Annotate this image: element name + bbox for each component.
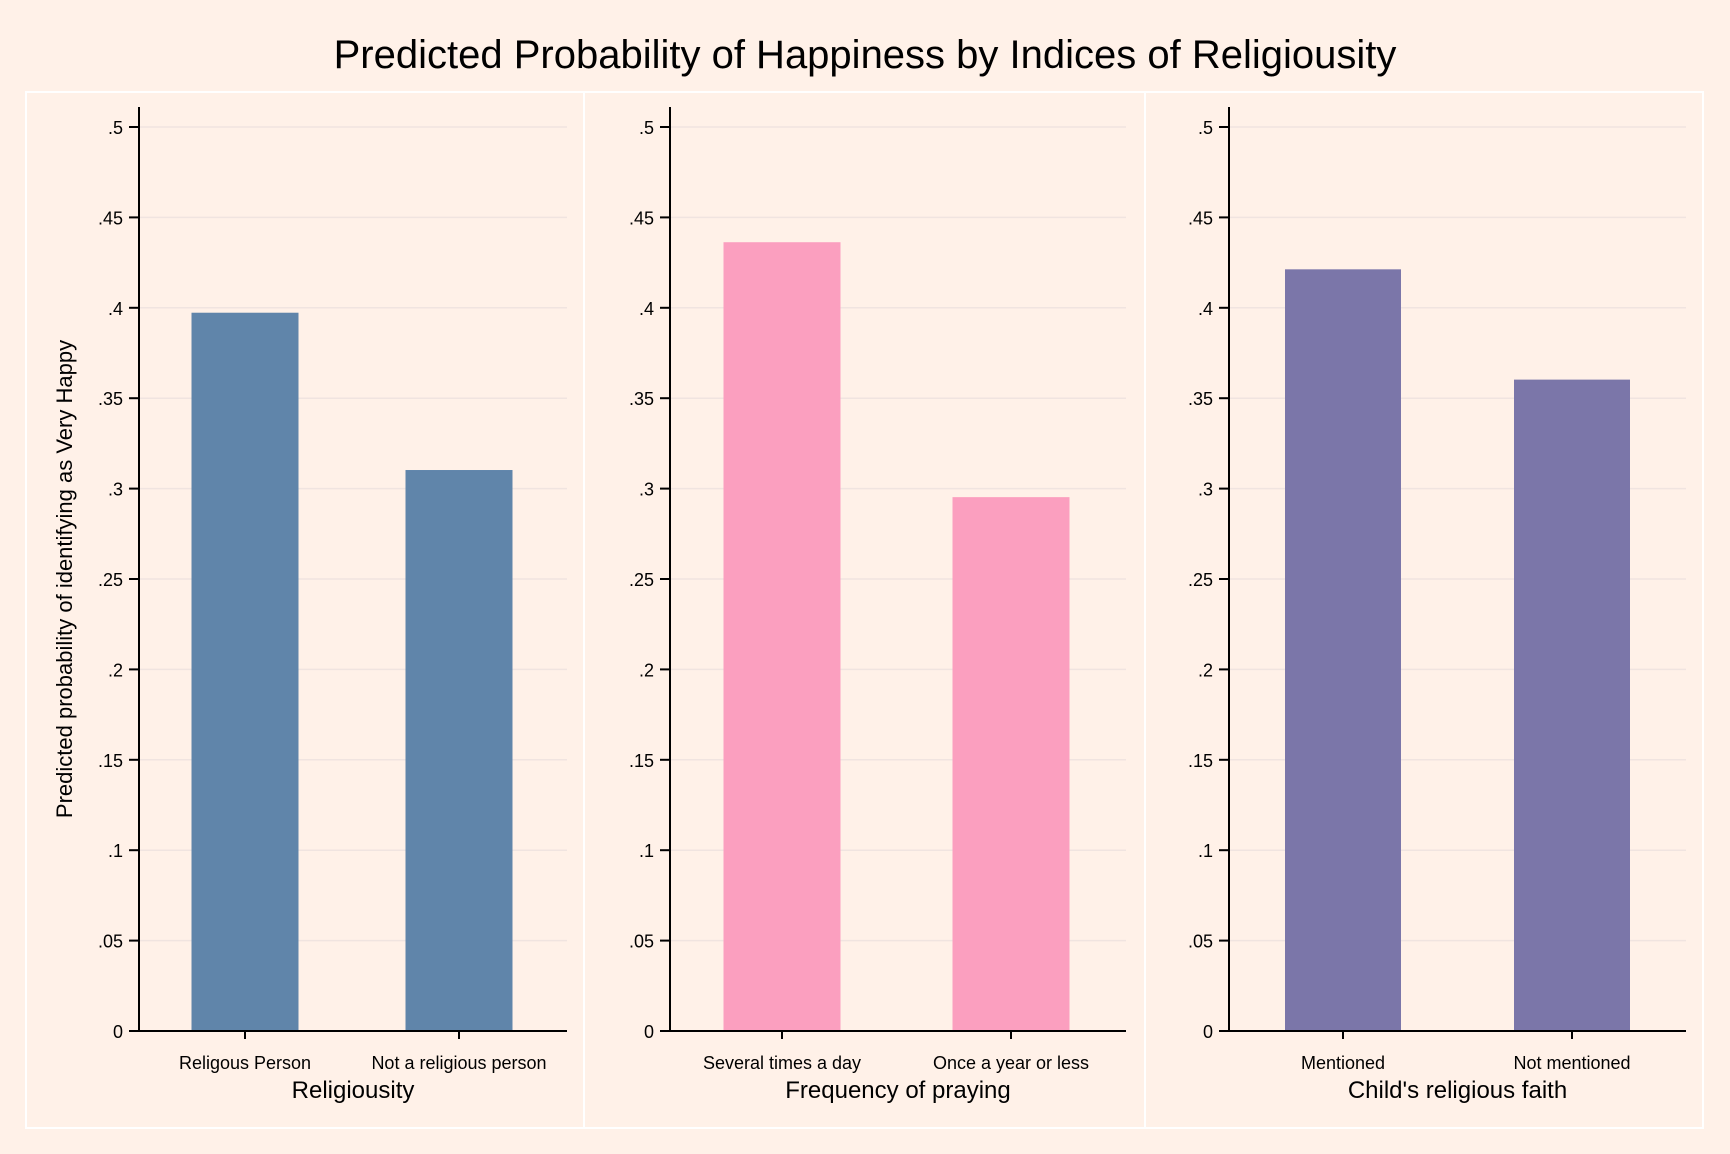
panels: 0 .05 .1 .15 .2 .25 .3 .35 .4 .45 .5 Religous Perso… — [25, 91, 1704, 1129]
y-tick-label: .05 — [98, 932, 123, 952]
y-axis-title: Predicted probability of identifying as … — [52, 340, 77, 818]
y-tick-label: .2 — [639, 660, 654, 680]
panel-2: 0 .05 .1 .15 .2 .25 .3 .35 .4 .45 .5 Several times … — [583, 91, 1146, 1129]
bar-2 — [405, 470, 513, 1032]
y-tick-label: .45 — [98, 208, 123, 228]
x-tick-label: Not a religious person — [371, 1053, 546, 1073]
y-tick-label: .2 — [1198, 660, 1213, 680]
y-tick-label: .05 — [1188, 932, 1213, 952]
x-axis-title: Religiousity — [292, 1077, 415, 1104]
y-tick-label: .45 — [1188, 208, 1213, 228]
bar-1 — [191, 312, 299, 1032]
bar-1 — [723, 242, 841, 1032]
bar-2 — [1514, 379, 1630, 1032]
y-tick-label: 0 — [113, 1022, 123, 1042]
y-tick-label: 0 — [644, 1022, 654, 1042]
y-tick-label: .45 — [629, 208, 654, 228]
bar-1 — [1285, 269, 1401, 1032]
y-tick-label: .25 — [1188, 570, 1213, 590]
y-tick-label: .35 — [629, 389, 654, 409]
y-tick-label: .2 — [108, 660, 123, 680]
y-tick-label: 0 — [1203, 1022, 1213, 1042]
y-tick-label: .4 — [639, 299, 654, 319]
x-tick-label: Several times a day — [703, 1053, 861, 1073]
y-tick-label: .5 — [108, 118, 123, 138]
x-tick-label: Mentioned — [1301, 1053, 1385, 1073]
x-axis-title: Frequency of praying — [785, 1077, 1010, 1104]
panel-3: 0 .05 .1 .15 .2 .25 .3 .35 .4 .45 .5 Mentioned Not m… — [1144, 91, 1704, 1129]
y-tick-label: .3 — [108, 480, 123, 500]
x-tick-label: Once a year or less — [933, 1053, 1089, 1073]
y-tick-label: .1 — [639, 841, 654, 861]
x-tick-label: Not mentioned — [1513, 1053, 1630, 1073]
y-tick-label: .05 — [629, 932, 654, 952]
y-tick-label: .3 — [639, 480, 654, 500]
y-tick-label: .35 — [1188, 389, 1213, 409]
y-tick-label: .15 — [98, 751, 123, 771]
y-tick-label: .1 — [1198, 841, 1213, 861]
bar-2 — [952, 497, 1070, 1032]
y-tick-label: .4 — [1198, 299, 1213, 319]
x-tick-label: Religous Person — [179, 1053, 311, 1073]
y-tick-label: .15 — [1188, 751, 1213, 771]
y-tick-label: .1 — [108, 841, 123, 861]
x-axis-title: Child's religious faith — [1348, 1077, 1567, 1104]
y-tick-label: .3 — [1198, 480, 1213, 500]
y-tick-label: .25 — [98, 570, 123, 590]
y-tick-label: .35 — [98, 389, 123, 409]
panel-1: 0 .05 .1 .15 .2 .25 .3 .35 .4 .45 .5 Religous Perso… — [25, 91, 586, 1129]
chart-title: Predicted Probability of Happiness by In… — [334, 33, 1397, 77]
y-tick-label: .4 — [108, 299, 123, 319]
y-tick-label: .25 — [629, 570, 654, 590]
y-tick-label: .5 — [639, 118, 654, 138]
y-tick-label: .15 — [629, 751, 654, 771]
y-tick-label: .5 — [1198, 118, 1213, 138]
